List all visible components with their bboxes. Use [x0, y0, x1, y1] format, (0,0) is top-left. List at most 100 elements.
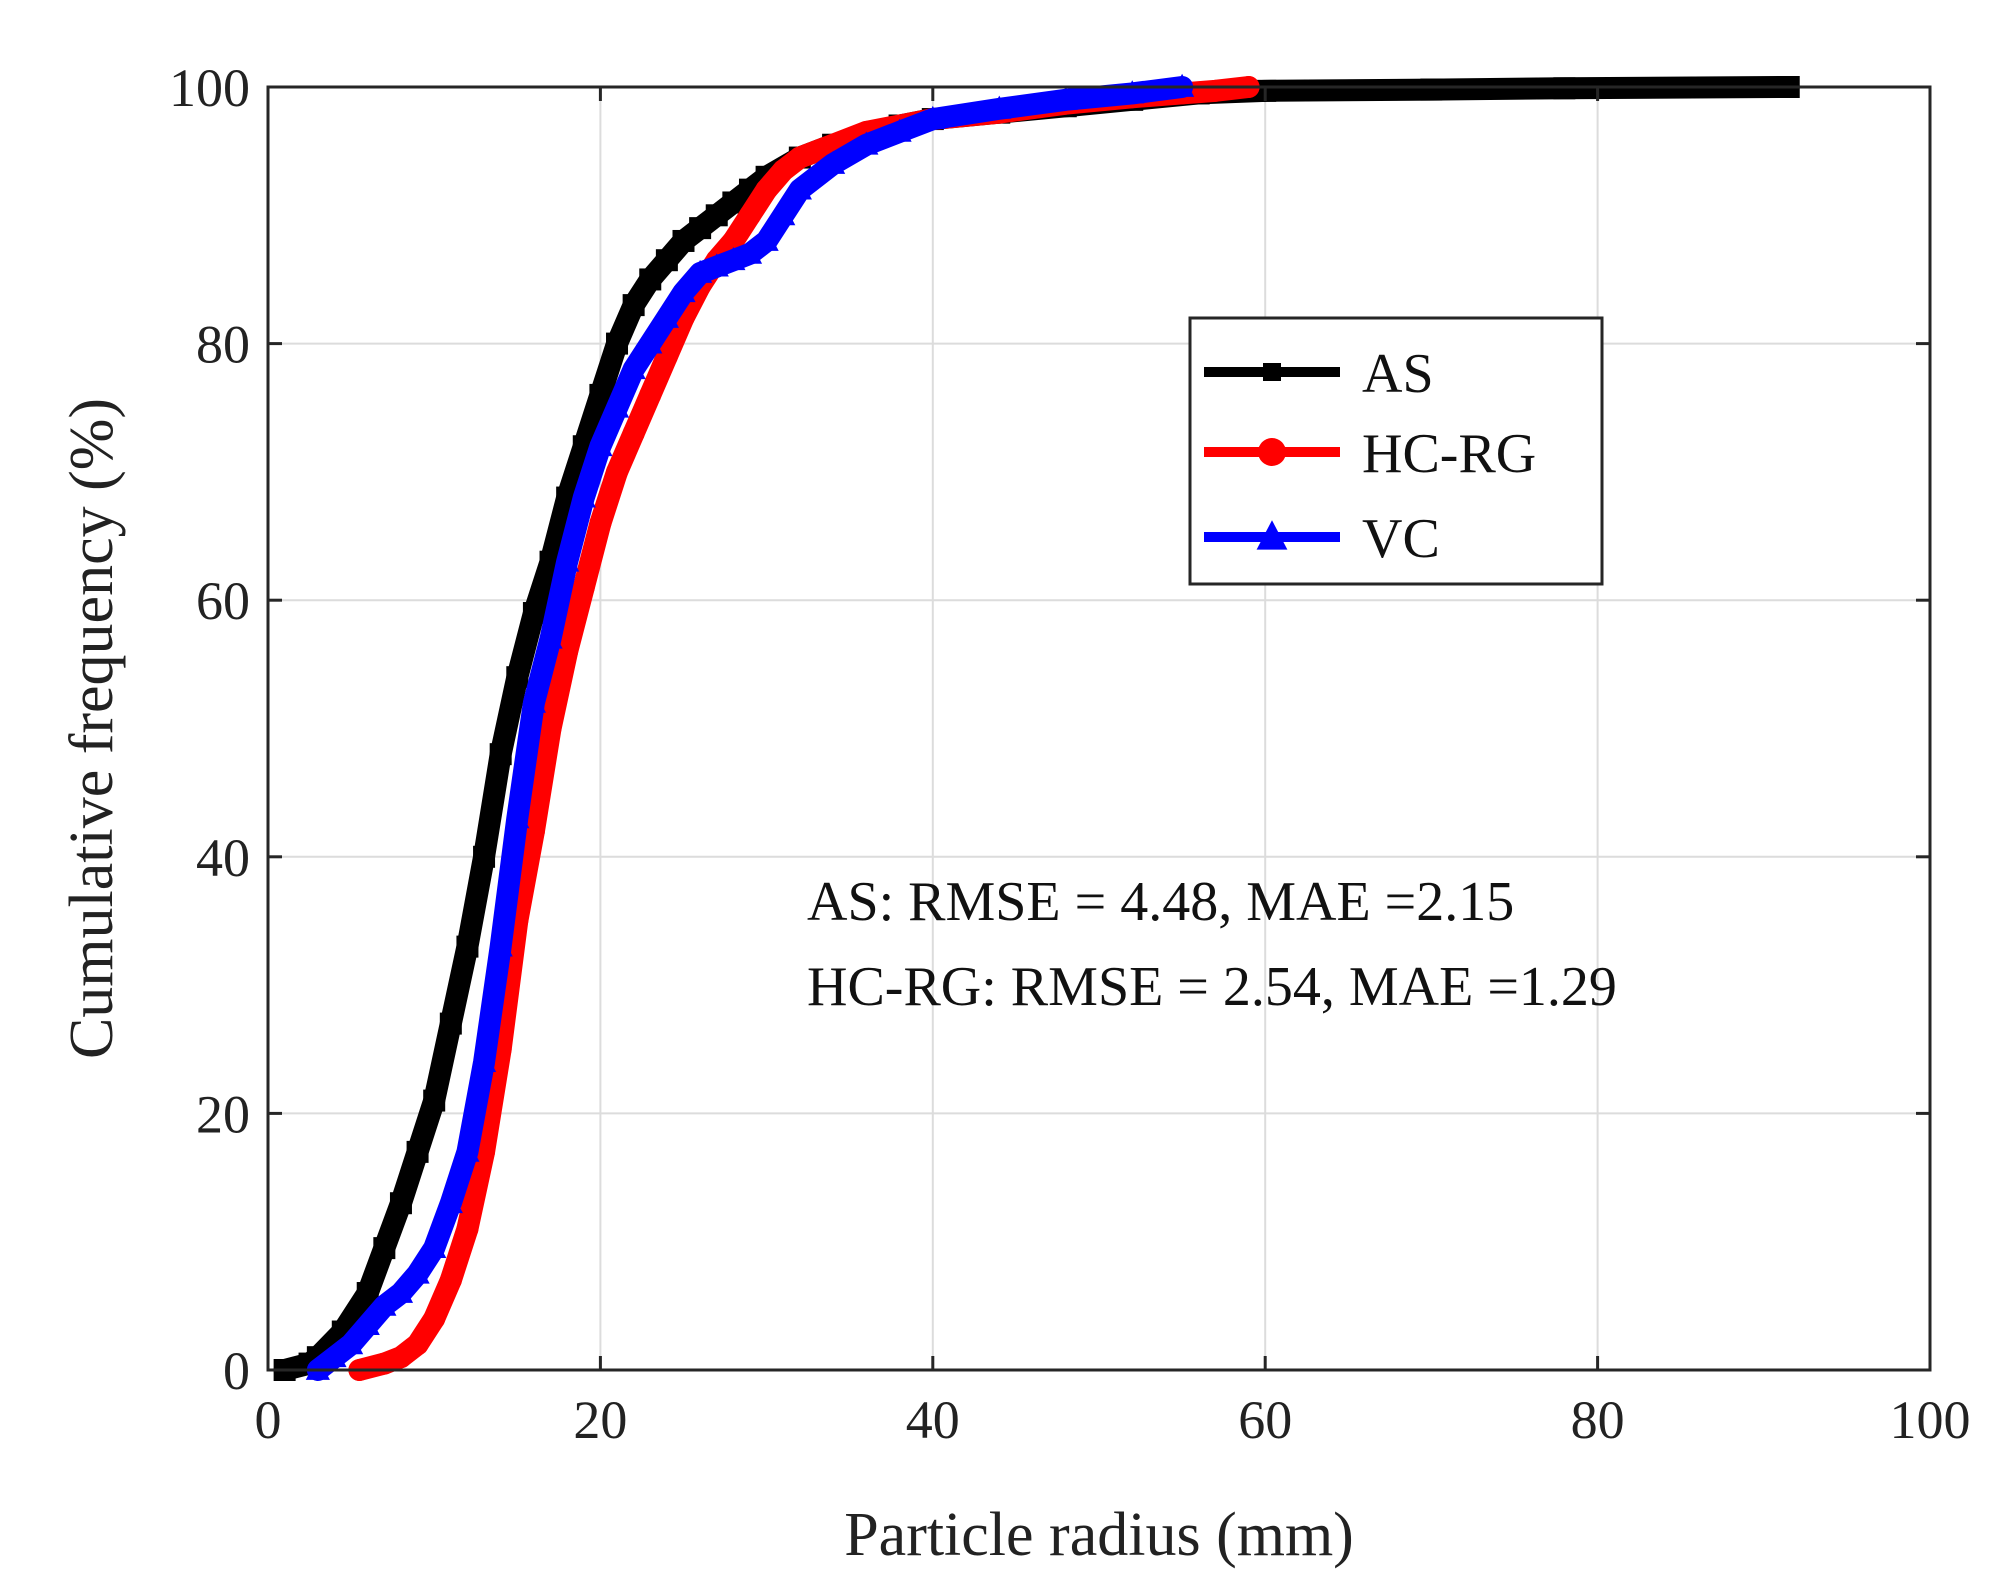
y-tick-label-40: 40 — [196, 828, 250, 888]
data-point-hc-rg-12 — [556, 640, 579, 663]
data-point-vc-15 — [555, 548, 580, 572]
data-point-vc-18 — [604, 394, 630, 418]
annotation-as-metrics: AS: RMSE = 4.48, MAE =2.15 — [807, 871, 1514, 933]
legend-item-as: AS — [1204, 343, 1434, 405]
data-point-vc-29 — [787, 176, 812, 200]
data-point-vc-34 — [987, 95, 1012, 119]
data-point-vc-35 — [1053, 86, 1078, 110]
data-point-vc-23 — [688, 259, 713, 283]
data-point-vc-33 — [920, 105, 945, 129]
data-point-as-8 — [423, 1089, 446, 1112]
data-point-hc-rg-2 — [389, 1346, 412, 1369]
data-point-as-14 — [522, 602, 545, 625]
data-point-hc-rg-35 — [1204, 79, 1227, 102]
data-point-vc-20 — [638, 330, 663, 354]
plot-frame — [266, 85, 1932, 1372]
data-point-as-19 — [606, 332, 629, 355]
data-point-vc-37 — [1170, 73, 1195, 97]
y-tick-label-0: 0 — [223, 1341, 250, 1401]
data-point-vc-22 — [671, 279, 696, 303]
data-point-hc-rg-17 — [639, 383, 662, 406]
data-point-vc-32 — [887, 118, 912, 142]
data-point-as-24 — [689, 217, 712, 240]
x-tick-label-60: 60 — [1238, 1390, 1292, 1450]
data-point-vc-4 — [372, 1292, 397, 1316]
data-point-as-26 — [722, 191, 745, 214]
x-tick-label-0: 0 — [255, 1390, 282, 1450]
data-point-vc-16 — [571, 484, 596, 508]
data-point-as-11 — [473, 845, 496, 868]
data-point-as-7 — [406, 1140, 429, 1163]
legend-label-as: AS — [1362, 343, 1434, 405]
data-point-as-23 — [672, 229, 695, 252]
x-tick-label-80: 80 — [1571, 1390, 1625, 1450]
legend-marker-vc — [1256, 520, 1288, 550]
series-vc — [305, 73, 1195, 1381]
legend-marker-hc-rg — [1258, 438, 1286, 466]
data-point-vc-0 — [305, 1356, 330, 1380]
data-point-vc-17 — [588, 433, 613, 457]
data-point-vc-3 — [355, 1311, 380, 1335]
legend-item-hc-rg: HC-RG — [1204, 423, 1536, 485]
data-point-vc-25 — [721, 247, 746, 271]
y-tick-label-20: 20 — [196, 1084, 250, 1144]
data-point-hc-rg-3 — [406, 1333, 429, 1356]
data-point-as-6 — [389, 1192, 412, 1215]
legend-label-hc-rg: HC-RG — [1362, 423, 1536, 485]
data-point-as-21 — [639, 268, 662, 291]
data-point-vc-19 — [621, 356, 646, 380]
data-point-vc-27 — [754, 227, 779, 251]
data-point-vc-2 — [339, 1331, 364, 1355]
legend-label-vc: VC — [1362, 508, 1440, 570]
annotation-hcrg-metrics: HC-RG: RMSE = 2.54, MAE =1.29 — [807, 956, 1617, 1018]
axis-ticks: 0 20 40 60 80 100 0 20 40 60 80 100 — [169, 58, 1971, 1450]
y-axis-title: Cumulative frequency (%) — [58, 398, 126, 1059]
data-point-hc-rg-14 — [589, 512, 612, 535]
data-point-vc-36 — [1120, 80, 1145, 104]
data-point-as-20 — [622, 294, 645, 317]
data-point-vc-1 — [322, 1343, 347, 1368]
data-point-as-18 — [589, 383, 612, 406]
data-point-hc-rg-25 — [772, 159, 795, 182]
data-series — [273, 73, 1800, 1381]
legend-marker-as — [1263, 363, 1281, 381]
data-point-vc-10 — [471, 1048, 497, 1072]
data-point-hc-rg-24 — [755, 178, 778, 201]
data-point-vc-8 — [438, 1190, 463, 1214]
data-point-vc-9 — [455, 1138, 480, 1162]
data-point-hc-rg-13 — [572, 576, 595, 599]
data-point-as-22 — [655, 249, 678, 272]
data-point-vc-21 — [654, 304, 679, 328]
data-point-vc-30 — [820, 150, 846, 174]
data-point-vc-28 — [771, 202, 796, 226]
data-point-vc-24 — [704, 253, 729, 277]
data-point-as-13 — [506, 666, 529, 689]
data-point-vc-31 — [854, 131, 879, 155]
data-point-hc-rg-26 — [788, 146, 811, 169]
data-point-hc-rg-6 — [456, 1217, 479, 1240]
data-point-vc-7 — [422, 1234, 447, 1259]
data-point-as-39 — [1420, 78, 1443, 101]
y-tick-label-80: 80 — [196, 315, 250, 375]
x-tick-label-20: 20 — [573, 1390, 627, 1450]
data-point-hc-rg-23 — [738, 204, 761, 227]
data-point-vc-12 — [505, 805, 530, 829]
data-point-as-12 — [489, 743, 512, 766]
legend-item-vc: VC — [1204, 508, 1440, 570]
data-point-hc-rg-10 — [522, 820, 545, 843]
data-point-as-9 — [439, 1012, 462, 1035]
y-tick-label-100: 100 — [169, 58, 250, 118]
data-point-vc-26 — [737, 240, 763, 264]
x-tick-label-100: 100 — [1890, 1390, 1971, 1450]
data-point-hc-rg-15 — [606, 460, 629, 483]
x-axis-title: Particle radius (mm) — [844, 1501, 1354, 1569]
data-point-as-4 — [356, 1282, 379, 1305]
data-point-hc-rg-18 — [655, 345, 678, 368]
data-point-hc-rg-5 — [439, 1269, 462, 1292]
y-tick-label-60: 60 — [196, 571, 250, 631]
data-point-vc-6 — [405, 1260, 430, 1284]
data-point-vc-11 — [488, 933, 513, 957]
